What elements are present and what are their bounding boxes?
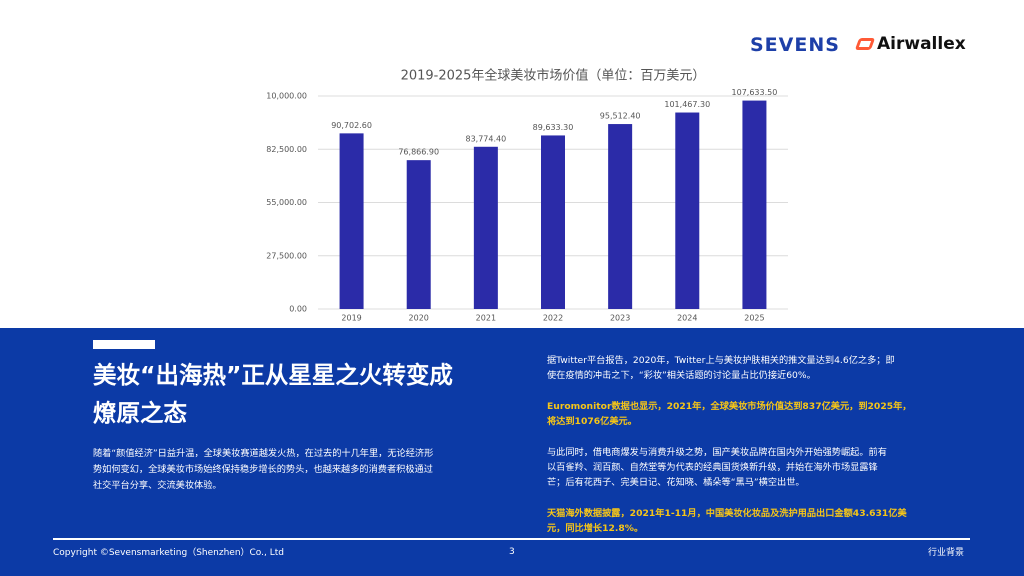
point-line: Euromonitor数据也显示，2021年，全球美妆市场价值达到837亿美元，… (547, 401, 912, 412)
y-tick-label: 0.00 (289, 305, 307, 314)
data-label: 101,467.30 (664, 100, 710, 109)
headline-line: 美妆“出海热”正从星星之火转变成 (93, 361, 453, 389)
point-line: 将达到1076亿美元。 (547, 416, 637, 427)
point: 与此同时，借电商爆发与消费升级之势，国产美妆品牌在国内外开始强势崛起。前有 以百… (547, 445, 911, 490)
bar (742, 100, 767, 310)
data-label: 95,512.40 (600, 112, 641, 121)
chart: 2019-2025年全球美妆市场价值（单位：百万美元） 0.00 27,500.0… (266, 68, 788, 323)
accent-bar (93, 340, 155, 349)
point-highlight: 天猫海外数据披露，2021年1-11月，中国美妆化妆品及洗护用品出口金额43.6… (547, 506, 911, 536)
data-label: 107,633.50 (732, 88, 778, 97)
point-line: 天猫海外数据披露，2021年1-11月，中国美妆化妆品及洗护用品出口金额43.6… (547, 508, 907, 519)
y-tick-label: 55,000.00 (266, 198, 307, 207)
bar (675, 112, 700, 310)
intro: 随着“颜值经济”日益升温，全球美妆赛道越发火热，在过去的十几年里，无论经济形 势… (93, 446, 433, 494)
y-tick-label: 82,500.00 (266, 145, 307, 154)
footer-rule (53, 538, 970, 540)
data-label: 76,866.90 (398, 148, 439, 157)
point-line: 以百雀羚、润百颜、自然堂等为代表的经典国货焕新升级，并始在海外市场显露锋 (547, 462, 878, 473)
section-name: 行业背景 (928, 548, 965, 558)
data-label: 89,633.30 (533, 123, 574, 132)
points: 据Twitter平台报告，2020年，Twitter上与美妆护肤相关的推文量达到… (547, 353, 911, 536)
point-line: 使在疫情的冲击之下，“彩妆”相关话题的讨论量占比仍接近60%。 (547, 370, 816, 381)
point-line: 据Twitter平台报告，2020年，Twitter上与美妆护肤相关的推文量达到… (547, 355, 895, 366)
bar (473, 146, 498, 309)
x-tick-label: 2020 (409, 314, 429, 323)
data-label: 83,774.40 (465, 134, 506, 143)
logo-sevens: SEVENS (750, 34, 840, 56)
copyright: Copyright ©Sevensmarketing（Shenzhen）Co.,… (53, 548, 284, 558)
text-panel: 美妆“出海热”正从星星之火转变成 燎原之态 随着“颜值经济”日益升温，全球美妆赛… (0, 328, 1024, 576)
bar (406, 160, 431, 309)
bar (541, 135, 565, 309)
headline-line: 燎原之态 (93, 399, 187, 427)
point-line: 元，同比增长12.8%。 (547, 523, 644, 534)
x-tick-label: 2022 (543, 314, 563, 323)
y-tick-label: 10,000.00 (266, 92, 307, 101)
logo-airwallex: Airwallex (877, 34, 966, 54)
page-number: 3 (509, 547, 515, 557)
chart-title: 2019-2025年全球美妆市场价值（单位：百万美元） (401, 68, 706, 84)
x-tick-label: 2023 (610, 314, 630, 323)
intro-line: 社交平台分享、交流美妆体验。 (93, 480, 222, 491)
x-tick-label: 2024 (677, 314, 697, 323)
y-tick-label: 27,500.00 (266, 251, 307, 260)
point-line: 芒；后有花西子、完美日记、花知晓、橘朵等“黑马”横空出世。 (547, 477, 805, 488)
point-highlight: Euromonitor数据也显示，2021年，全球美妆市场价值达到837亿美元，… (547, 399, 911, 429)
x-tick-label: 2025 (744, 314, 764, 323)
data-label: 90,702.60 (331, 121, 372, 130)
intro-line: 势如何变幻，全球美妆市场始终保持稳步增长的势头，也越来越多的消费者积极通过 (93, 464, 433, 475)
x-tick-label: 2019 (341, 314, 361, 323)
intro-line: 随着“颜值经济”日益升温，全球美妆赛道越发火热，在过去的十几年里，无论经济形 (93, 448, 434, 459)
bar (608, 124, 633, 310)
x-tick-label: 2021 (476, 314, 496, 323)
point: 据Twitter平台报告，2020年，Twitter上与美妆护肤相关的推文量达到… (547, 353, 911, 383)
bar (339, 133, 364, 309)
point-line: 与此同时，借电商爆发与消费升级之势，国产美妆品牌在国内外开始强势崛起。前有 (547, 447, 887, 458)
headline: 美妆“出海热”正从星星之火转变成 燎原之态 (93, 356, 453, 432)
